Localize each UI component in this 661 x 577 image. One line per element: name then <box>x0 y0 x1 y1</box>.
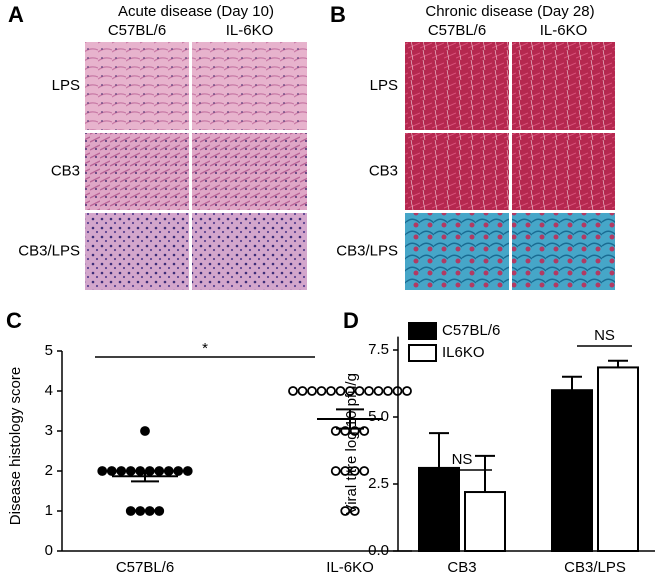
panel-label: B <box>330 2 346 27</box>
micrograph <box>512 42 615 130</box>
data-point <box>349 466 360 476</box>
row-label: LPS <box>370 77 398 94</box>
data-point <box>354 386 365 396</box>
y-tick-label: 2 <box>45 462 53 479</box>
y-tick-label: 3 <box>45 422 53 439</box>
bar <box>597 366 639 553</box>
micrograph <box>192 42 307 130</box>
y-tick-label: 4 <box>45 382 53 399</box>
row-label: CB3/LPS <box>18 242 80 259</box>
data-point <box>330 466 341 476</box>
column-label: IL-6KO <box>226 22 274 39</box>
data-point <box>359 466 370 476</box>
y-tick-label: 5.0 <box>368 408 389 425</box>
panel-label: D <box>343 308 359 333</box>
legend-label: C57BL/6 <box>442 322 500 339</box>
significance-mark: NS <box>452 451 473 468</box>
bar <box>418 466 460 553</box>
data-point <box>349 506 360 516</box>
data-point <box>116 466 127 476</box>
data-point <box>340 466 351 476</box>
y-axis-label: Disease histology score <box>7 367 24 525</box>
x-tick-label: IL-6KO <box>326 559 374 576</box>
panel-label: A <box>8 2 24 27</box>
micrograph <box>85 42 189 130</box>
data-point <box>335 386 346 396</box>
data-point <box>106 466 117 476</box>
data-point <box>144 506 155 516</box>
data-point <box>173 466 184 476</box>
data-point <box>307 386 317 396</box>
data-point <box>383 386 393 396</box>
y-axis-label: Viral titre log 10 pfu/g <box>343 373 360 514</box>
y-tick-label: 2.5 <box>368 475 389 492</box>
y-tick-label: 7.5 <box>368 341 389 358</box>
micrograph <box>405 213 509 290</box>
micrograph <box>405 133 509 210</box>
row-label: CB3 <box>369 162 398 179</box>
significance-mark: NS <box>594 327 615 344</box>
data-point <box>345 386 355 396</box>
data-point <box>297 386 308 396</box>
data-point <box>340 506 351 516</box>
micrograph <box>85 213 189 290</box>
row-label: LPS <box>52 77 80 94</box>
legend-label: IL6KO <box>442 344 485 361</box>
data-point <box>154 506 165 516</box>
data-point <box>135 506 146 516</box>
micrograph <box>85 133 189 210</box>
legend-swatch <box>408 344 437 362</box>
row-label: CB3 <box>51 162 80 179</box>
data-point <box>182 466 193 476</box>
column-label: C57BL/6 <box>428 22 486 39</box>
micrograph <box>512 133 615 210</box>
data-point <box>288 386 298 396</box>
panel-title: Acute disease (Day 10) <box>118 3 274 20</box>
significance-mark: * <box>202 340 208 357</box>
y-tick-label: 0 <box>45 542 53 559</box>
x-tick-label: C57BL/6 <box>116 559 174 576</box>
x-tick-label: CB3/LPS <box>564 559 626 576</box>
bar <box>464 491 506 553</box>
micrograph <box>192 213 307 290</box>
charts: C Disease histology score 0 1 2 3 4 5 C57BL/6 IL-… <box>6 308 655 576</box>
y-tick-label: 0.0 <box>368 542 389 559</box>
data-point <box>316 386 327 396</box>
histology-panels: A Acute disease (Day 10) C57BL/6 IL-6KO LPS C… <box>8 2 615 290</box>
bar <box>551 389 593 553</box>
micrograph <box>192 133 307 210</box>
micrograph <box>405 42 509 130</box>
data-point <box>326 386 336 396</box>
y-tick-label: 1 <box>45 502 53 519</box>
data-point <box>373 386 384 396</box>
data-point <box>163 466 174 476</box>
data-point <box>402 386 412 396</box>
micrograph <box>512 213 615 290</box>
data-point <box>364 386 374 396</box>
data-point <box>140 426 150 436</box>
panel-label: C <box>6 308 22 333</box>
y-tick-label: 5 <box>45 342 53 359</box>
data-point <box>97 466 108 476</box>
legend-swatch <box>408 322 437 340</box>
column-label: IL-6KO <box>540 22 588 39</box>
column-label: C57BL/6 <box>108 22 166 39</box>
data-point <box>125 506 136 516</box>
row-label: CB3/LPS <box>336 242 398 259</box>
x-tick-label: CB3 <box>447 559 476 576</box>
panel-title: Chronic disease (Day 28) <box>425 3 594 20</box>
